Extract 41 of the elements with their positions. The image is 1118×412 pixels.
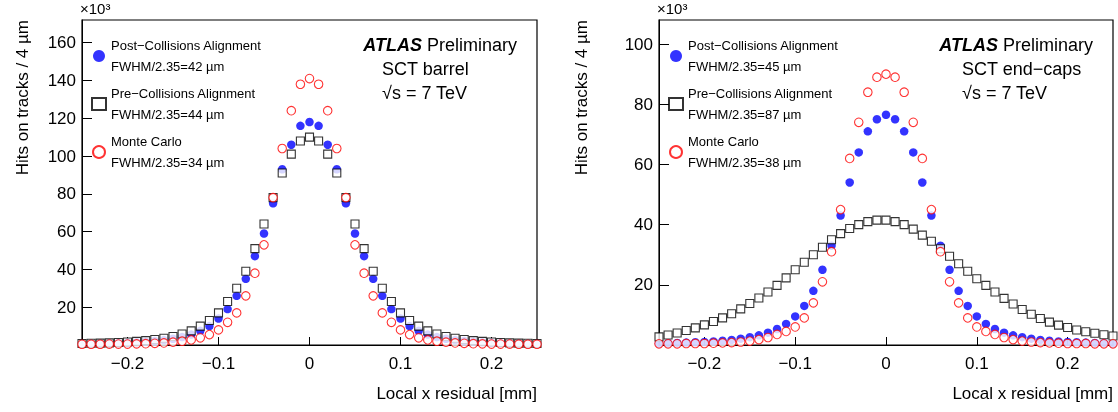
legend-label: Pre−Collisions Alignment FWHM/2.35=87 µm bbox=[688, 86, 833, 122]
legend-label: Post−Collisions Alignment FWHM/2.35=42 µm bbox=[111, 38, 262, 74]
annotation: SCT end−caps bbox=[962, 59, 1082, 79]
x-tick-label: 0.1 bbox=[964, 354, 989, 373]
annotation: √s = 7 TeV bbox=[962, 83, 1048, 103]
y-tick-label: 60 bbox=[57, 222, 76, 242]
y-tick-label: 160 bbox=[47, 33, 76, 53]
text: ×10³ bbox=[657, 0, 688, 17]
y-axis-title: Hits on tracks / 4 µm bbox=[572, 20, 591, 176]
x-tick-label: −0.1 bbox=[778, 354, 812, 373]
y-tick-label: 100 bbox=[624, 34, 653, 54]
x-tick-label: 0.1 bbox=[388, 354, 413, 373]
y-tick-label: 140 bbox=[47, 70, 76, 90]
y-tick-label: 80 bbox=[634, 94, 653, 114]
x-tick-label: 0 bbox=[881, 354, 891, 373]
y-tick-label: 20 bbox=[57, 297, 76, 317]
y-axis-title: Hits on tracks / 4 µm bbox=[13, 20, 32, 176]
x-tick-label: 0 bbox=[304, 354, 315, 373]
annotation: ATLAS Preliminary bbox=[938, 35, 1094, 55]
y-tick-label: 120 bbox=[47, 108, 76, 128]
legend-label: Monte Carlo FWHM/2.35=38 µm bbox=[688, 134, 802, 170]
x-tick-label: 0.2 bbox=[1055, 354, 1080, 373]
legend-label: Monte Carlo FWHM/2.35=34 µm bbox=[111, 134, 225, 170]
text: ×10³ bbox=[80, 0, 111, 17]
x-tick-label: −0.1 bbox=[201, 354, 236, 373]
y-tick-label: 60 bbox=[634, 154, 653, 174]
legend-label: Pre−Collisions Alignment FWHM/2.35=44 µm bbox=[111, 86, 256, 122]
annotation: SCT barrel bbox=[382, 59, 469, 79]
y-tick-label: 40 bbox=[57, 259, 76, 279]
legend-label: Post−Collisions Alignment FWHM/2.35=45 µm bbox=[688, 38, 839, 74]
x-axis-title: Local x residual [mm] bbox=[952, 384, 1113, 403]
y-tick-label: 100 bbox=[47, 146, 76, 166]
x-tick-label: 0.2 bbox=[479, 354, 504, 373]
annotation: ATLAS Preliminary bbox=[362, 35, 518, 55]
x-tick-label: −0.2 bbox=[110, 354, 145, 373]
x-tick-label: −0.2 bbox=[687, 354, 722, 373]
y-tick-label: 20 bbox=[634, 275, 653, 295]
y-tick-label: 80 bbox=[57, 184, 76, 204]
annotation: √s = 7 TeV bbox=[382, 83, 468, 103]
y-tick-label: 40 bbox=[634, 215, 653, 235]
x-axis-title: Local x residual [mm] bbox=[376, 384, 537, 403]
